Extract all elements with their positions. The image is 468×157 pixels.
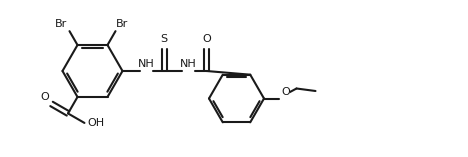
Text: NH: NH: [180, 59, 197, 69]
Text: Br: Br: [55, 19, 67, 29]
Text: S: S: [161, 34, 168, 44]
Text: O: O: [281, 87, 290, 97]
Text: O: O: [202, 34, 211, 44]
Text: Br: Br: [116, 19, 128, 29]
Text: O: O: [40, 92, 49, 102]
Text: OH: OH: [87, 118, 104, 128]
Text: NH: NH: [138, 59, 155, 69]
